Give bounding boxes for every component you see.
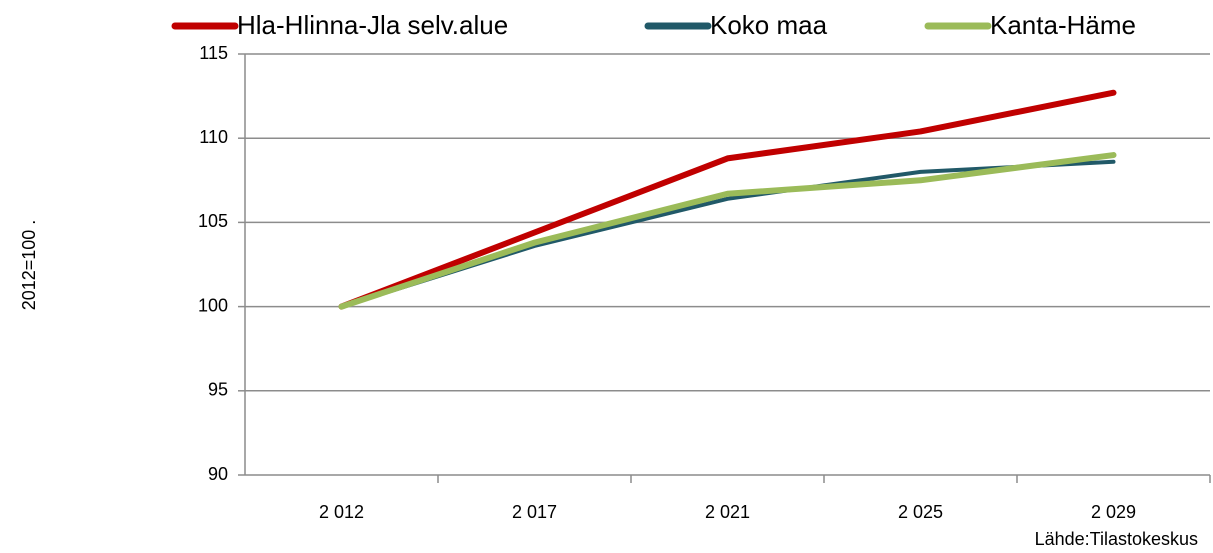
x-tick-label: 2 012 [319,502,364,522]
y-tick-label: 95 [208,380,228,400]
series-line [338,89,1117,310]
legend-text: Kanta-Häme [990,10,1136,40]
series-line [338,152,1117,310]
x-tick-label: 2 017 [512,502,557,522]
series-line [339,159,1116,309]
legend-text: Koko maa [710,10,828,40]
y-tick-label: 90 [208,464,228,484]
y-tick-label: 110 [199,127,228,147]
y-axis-label: 2012=100 . [19,220,39,311]
source-note: Lähde:Tilastokeskus [1035,529,1198,549]
x-tick-label: 2 021 [705,502,750,522]
x-tick-label: 2 025 [898,502,943,522]
y-tick-label: 115 [199,43,228,63]
y-tick-label: 100 [198,295,228,315]
legend-text: Hla-Hlinna-Jla selv.alue [237,10,508,40]
x-tick-label: 2 029 [1091,502,1136,522]
y-tick-label: 105 [198,211,228,231]
